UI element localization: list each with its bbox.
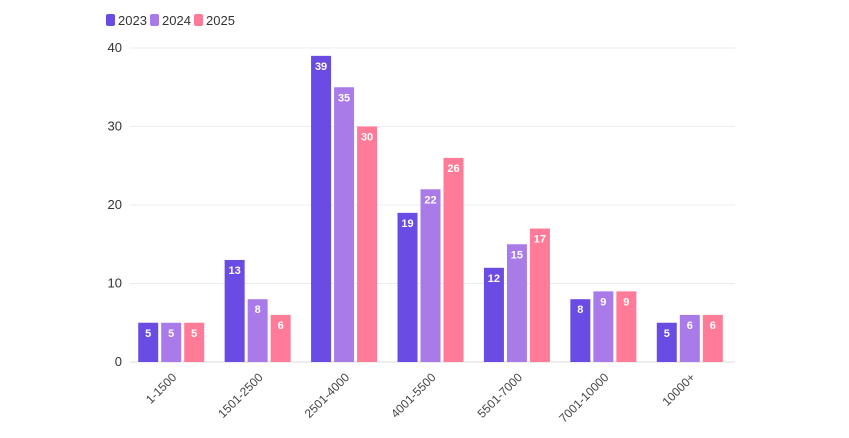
data-label: 26	[447, 163, 459, 175]
x-tick-label: 2501-4000	[302, 370, 353, 421]
legend-label: 2024	[162, 13, 191, 28]
x-tick-label: 4001-5500	[388, 370, 439, 421]
bar-2025-1501-2500	[270, 314, 291, 362]
data-label: 35	[338, 92, 350, 104]
bar-2024-2501-4000	[334, 87, 355, 362]
legend-label: 2023	[118, 13, 147, 28]
bar-2024-4001-5500	[420, 189, 441, 362]
data-label: 8	[577, 304, 583, 316]
bar-2025-4001-5500	[443, 157, 464, 362]
data-label: 30	[361, 132, 373, 144]
y-tick-label: 40	[108, 40, 122, 55]
data-label: 13	[229, 265, 241, 277]
bar-2023-1501-2500	[224, 259, 245, 362]
y-tick-label: 20	[108, 197, 122, 212]
bar-2025-1-1500	[184, 322, 205, 362]
data-label: 19	[401, 218, 413, 230]
data-label: 39	[315, 61, 327, 73]
bar-2024-10000+	[679, 314, 700, 362]
x-tick-label: 10000+	[659, 370, 697, 408]
bar-2025-5501-7000	[529, 228, 550, 362]
bar-2023-5501-7000	[483, 267, 504, 362]
bar-2025-10000+	[702, 314, 723, 362]
data-label: 9	[623, 296, 629, 308]
bar-2024-7001-10000	[593, 291, 614, 362]
bars: 5 5 5 13 8 6 39 35 30 19 22 26 12 15 17 8 9 9 5 6 6	[138, 55, 723, 362]
y-tick-label: 30	[108, 119, 122, 134]
bar-2025-7001-10000	[616, 291, 637, 362]
y-tick-label: 0	[115, 354, 122, 369]
legend-label: 2025	[206, 13, 235, 28]
data-label: 5	[168, 328, 174, 340]
bar-2024-1501-2500	[247, 299, 268, 362]
data-label: 9	[600, 296, 606, 308]
legend-swatch	[106, 14, 115, 26]
bar-2023-4001-5500	[397, 212, 418, 362]
data-label: 6	[710, 320, 716, 332]
x-tick-label: 1-1500	[143, 370, 180, 407]
bar-2023-10000+	[656, 322, 677, 362]
data-label: 6	[278, 320, 284, 332]
data-label: 5	[191, 328, 197, 340]
data-label: 17	[534, 234, 546, 246]
legend-swatch	[194, 14, 203, 26]
legend-swatch	[150, 14, 159, 26]
bar-2025-2501-4000	[357, 126, 378, 362]
x-tick-label: 5501-7000	[475, 370, 526, 421]
x-axis: 1-1500 1501-2500 2501-4000 4001-5500 5501-70…	[143, 370, 698, 425]
bar-2024-1-1500	[161, 322, 182, 362]
data-label: 6	[687, 320, 693, 332]
bar-2023-7001-10000	[570, 299, 591, 362]
x-tick-label: 7001-10000	[556, 370, 611, 425]
data-label: 8	[255, 304, 261, 316]
y-tick-label: 10	[108, 276, 122, 291]
bar-2023-1-1500	[138, 322, 159, 362]
data-label: 15	[511, 249, 523, 261]
data-label: 5	[664, 328, 670, 340]
data-label: 22	[424, 194, 436, 206]
legend: 2023 2024 2025	[106, 13, 235, 28]
y-axis: 0 10 20 30 40	[108, 40, 122, 369]
x-tick-label: 1501-2500	[215, 370, 266, 421]
data-label: 5	[145, 328, 151, 340]
data-label: 12	[488, 273, 500, 285]
bar-2024-5501-7000	[506, 244, 527, 362]
bar-2023-2501-4000	[311, 55, 332, 362]
